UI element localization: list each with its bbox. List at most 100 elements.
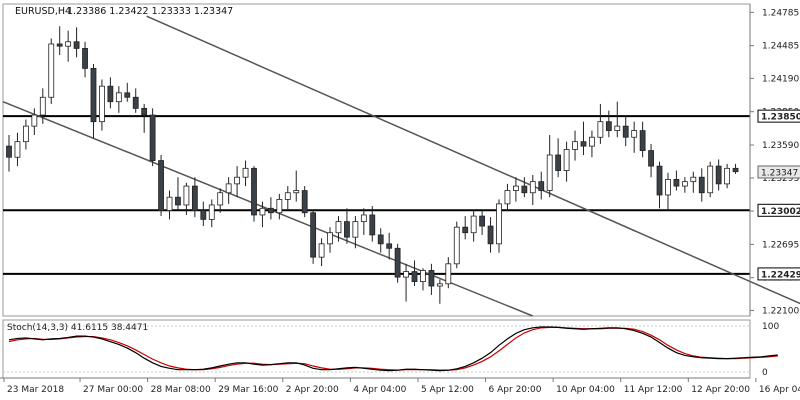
candle xyxy=(225,177,232,204)
candle xyxy=(301,186,308,218)
bear-candle-body xyxy=(386,243,393,249)
candle xyxy=(648,143,654,178)
bear-candle-body xyxy=(175,196,181,206)
candle xyxy=(200,201,207,227)
candle xyxy=(158,155,164,217)
bear-candle-body xyxy=(639,130,646,151)
candle xyxy=(31,108,38,136)
bear-candle-body xyxy=(158,160,164,211)
level-tag[interactable] xyxy=(757,267,800,281)
bull-candle-body xyxy=(166,196,173,211)
candle xyxy=(377,228,384,253)
bear-candle-body xyxy=(107,85,114,103)
candle xyxy=(411,260,418,287)
candle xyxy=(6,135,12,172)
level-tag[interactable] xyxy=(757,109,800,123)
candle xyxy=(124,82,131,102)
time-tick-label: 16 Apr 04:00 xyxy=(759,385,800,395)
bear-candle-body xyxy=(555,154,562,171)
candle xyxy=(335,216,342,242)
candle xyxy=(453,221,460,269)
candle xyxy=(99,79,105,131)
bear-candle-body xyxy=(141,107,148,116)
bull-candle-body xyxy=(259,207,266,216)
bear-candle-body xyxy=(648,150,654,167)
candle xyxy=(665,172,671,211)
bull-candle-body xyxy=(512,185,519,191)
current-price-tag[interactable] xyxy=(757,165,800,179)
channel-line[interactable] xyxy=(146,15,800,316)
bear-candle-body xyxy=(6,145,12,158)
time-axis[interactable]: 23 Mar 2018 27 Mar 00:00 28 Mar 08:00 29 Ma… xyxy=(0,377,800,395)
bull-candle-body xyxy=(327,232,333,245)
candle xyxy=(208,199,215,228)
candle xyxy=(487,217,494,253)
candle xyxy=(597,103,604,144)
candle xyxy=(403,263,409,302)
candle xyxy=(141,103,148,133)
bear-candle-body xyxy=(377,234,384,245)
candle xyxy=(234,166,241,198)
candle xyxy=(496,199,502,253)
bear-candle-body xyxy=(622,125,629,138)
candle xyxy=(48,38,55,104)
bull-candle-body xyxy=(293,190,300,194)
candle xyxy=(622,116,629,147)
time-tick-label: 4 Apr 04:00 xyxy=(353,385,406,395)
bear-candle-body xyxy=(732,167,739,173)
stoch-level-label: 0 xyxy=(762,368,768,378)
candle xyxy=(563,141,570,182)
bear-candle-body xyxy=(394,247,401,278)
bear-candle-body xyxy=(344,221,350,238)
candle xyxy=(512,177,519,202)
bear-candle-body xyxy=(310,212,317,258)
bull-candle-body xyxy=(496,203,502,245)
bull-candle-body xyxy=(403,271,409,278)
ohlc-label: 1.23386 1.23422 1.23333 1.23347 xyxy=(67,6,233,17)
bear-candle-body xyxy=(521,185,528,194)
candle xyxy=(267,197,274,220)
bull-candle-body xyxy=(284,192,291,200)
bull-candle-body xyxy=(276,199,283,214)
bear-candle-body xyxy=(369,214,376,236)
bear-candle-body xyxy=(656,165,663,196)
stochastic-panel[interactable]: 100 0 xyxy=(2,319,779,379)
candle xyxy=(436,279,443,304)
candle xyxy=(191,177,198,218)
candle xyxy=(639,121,646,158)
bear-candle-body xyxy=(301,190,308,214)
channel-line[interactable] xyxy=(2,101,534,317)
bull-candle-body xyxy=(504,190,511,205)
bear-candle-body xyxy=(90,67,97,123)
bull-candle-body xyxy=(225,183,232,194)
bull-candle-body xyxy=(690,176,697,183)
candle xyxy=(555,138,562,178)
bear-candle-body xyxy=(428,270,435,287)
candle xyxy=(107,77,114,109)
bear-candle-body xyxy=(267,207,274,214)
price-axis[interactable]: 1.24785 1.24485 1.24190 1.23850 1.23590 1.232… xyxy=(749,4,800,316)
candle xyxy=(479,210,486,235)
time-tick-label: 5 Apr 12:00 xyxy=(421,385,474,395)
bull-candle-body xyxy=(39,96,46,116)
candle xyxy=(276,193,283,220)
candle xyxy=(344,208,350,244)
candle xyxy=(217,188,224,213)
candle xyxy=(90,63,97,139)
bear-candle-body xyxy=(479,215,486,227)
level-tag-label: 1.23850 xyxy=(761,113,800,123)
trend-channel[interactable] xyxy=(2,15,800,317)
candle xyxy=(73,27,80,58)
bear-candle-body xyxy=(251,167,257,216)
bull-candle-body xyxy=(352,221,359,238)
time-tick-label: 10 Apr 04:00 xyxy=(556,385,615,395)
time-tick-label: 27 Mar 00:00 xyxy=(83,385,143,395)
candle xyxy=(394,243,401,283)
level-tag[interactable] xyxy=(757,203,800,217)
bull-candle-body xyxy=(631,130,638,138)
time-tick-label: 12 Apr 20:00 xyxy=(691,385,750,395)
candle xyxy=(521,177,528,198)
candle xyxy=(310,210,317,264)
